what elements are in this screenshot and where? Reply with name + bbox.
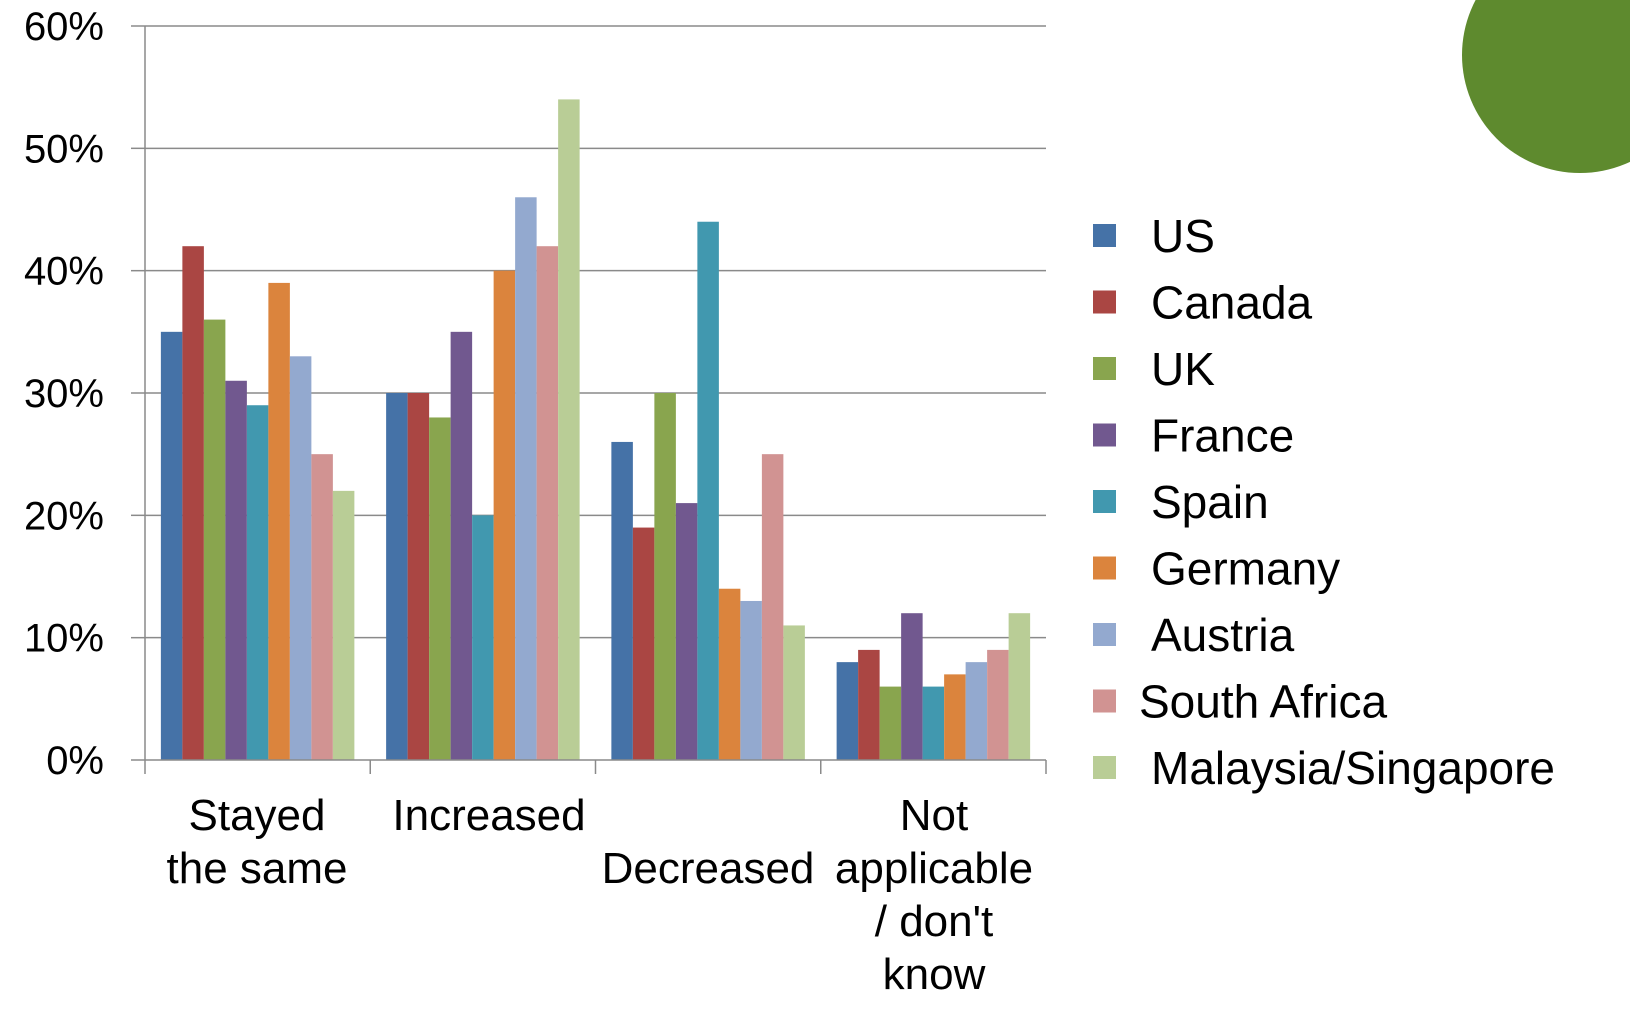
legend-label-us: US	[1151, 210, 1215, 262]
legend-label-south-africa: South Africa	[1139, 676, 1387, 728]
bar-france	[450, 331, 473, 760]
legend: US Canada UK France Spain Germany Austria South…	[1093, 210, 1555, 794]
legend-swatch-germany	[1093, 556, 1116, 580]
bar-austria	[289, 356, 312, 760]
bar-south-africa	[536, 246, 559, 760]
bar-us	[611, 441, 633, 760]
bar-germany	[944, 674, 966, 760]
bar-spain	[922, 686, 945, 760]
bar-us	[386, 393, 408, 760]
bar-south-africa	[987, 649, 1009, 760]
legend-swatch-france	[1093, 423, 1116, 447]
legend-label-austria: Austria	[1151, 609, 1295, 661]
y-tick-label: 0%	[46, 739, 104, 783]
bar-canada	[407, 393, 430, 760]
bar-france	[901, 613, 923, 760]
legend-label-malaysia-singapore: Malaysia/Singapore	[1151, 742, 1555, 794]
bars	[160, 99, 1031, 760]
bar-uk	[879, 686, 902, 760]
bar-germany	[493, 270, 516, 760]
legend-swatch-uk	[1093, 357, 1116, 380]
bar-spain	[246, 405, 269, 760]
y-tick-label: 20%	[24, 494, 104, 538]
legend-label-spain: Spain	[1151, 476, 1269, 528]
y-tick-labels: 0% 10% 20% 30% 40% 50% 60%	[24, 5, 104, 783]
y-tick-label: 50%	[24, 127, 104, 171]
x-tick-label: applicable	[835, 844, 1033, 893]
legend-swatch-canada	[1093, 290, 1116, 314]
legend-swatch-austria	[1093, 623, 1116, 646]
x-tick-label: know	[883, 950, 986, 999]
bar-uk	[429, 417, 451, 760]
decorative-green-circle	[1462, 0, 1630, 173]
x-tick-label: Not	[900, 791, 968, 840]
legend-label-canada: Canada	[1151, 277, 1313, 329]
bar-spain	[697, 221, 719, 760]
axes	[131, 25, 1047, 774]
bar-germany	[718, 588, 741, 760]
bar-uk	[654, 393, 676, 760]
bar-france	[225, 380, 247, 760]
legend-label-france: France	[1151, 410, 1294, 462]
y-tick-label: 30%	[24, 372, 104, 416]
bar-canada	[182, 246, 204, 760]
legend-swatch-us	[1093, 224, 1116, 247]
bar-uk	[203, 319, 226, 760]
bar-us	[836, 662, 859, 760]
bar-malaysia-singapore	[783, 625, 805, 760]
legend-swatch-south-africa	[1093, 689, 1116, 713]
y-tick-label: 60%	[24, 5, 104, 49]
x-tick-label: Decreased	[602, 844, 815, 893]
bar-south-africa	[311, 454, 333, 760]
bar-canada	[632, 527, 655, 760]
bar-malaysia-singapore	[332, 490, 355, 760]
bar-austria	[965, 662, 988, 760]
bar-spain	[472, 515, 494, 760]
bar-austria	[740, 600, 762, 760]
bar-us	[160, 331, 183, 760]
x-tick-label: / don't	[875, 897, 994, 946]
legend-swatch-spain	[1093, 490, 1116, 513]
bar-malaysia-singapore	[1008, 613, 1031, 760]
bar-canada	[858, 649, 880, 760]
bar-austria	[515, 197, 537, 760]
bar-germany	[268, 282, 290, 760]
bar-france	[675, 503, 698, 760]
legend-label-uk: UK	[1151, 343, 1215, 395]
x-tick-label: Increased	[392, 791, 585, 840]
bar-malaysia-singapore	[558, 99, 580, 760]
x-tick-label: Stayed	[189, 791, 326, 840]
legend-label-germany: Germany	[1151, 543, 1340, 595]
x-tick-label: the same	[167, 844, 348, 893]
legend-swatch-malaysia-singapore	[1093, 756, 1116, 779]
y-tick-label: 40%	[24, 250, 104, 294]
bar-south-africa	[761, 454, 784, 760]
y-tick-label: 10%	[24, 617, 104, 661]
